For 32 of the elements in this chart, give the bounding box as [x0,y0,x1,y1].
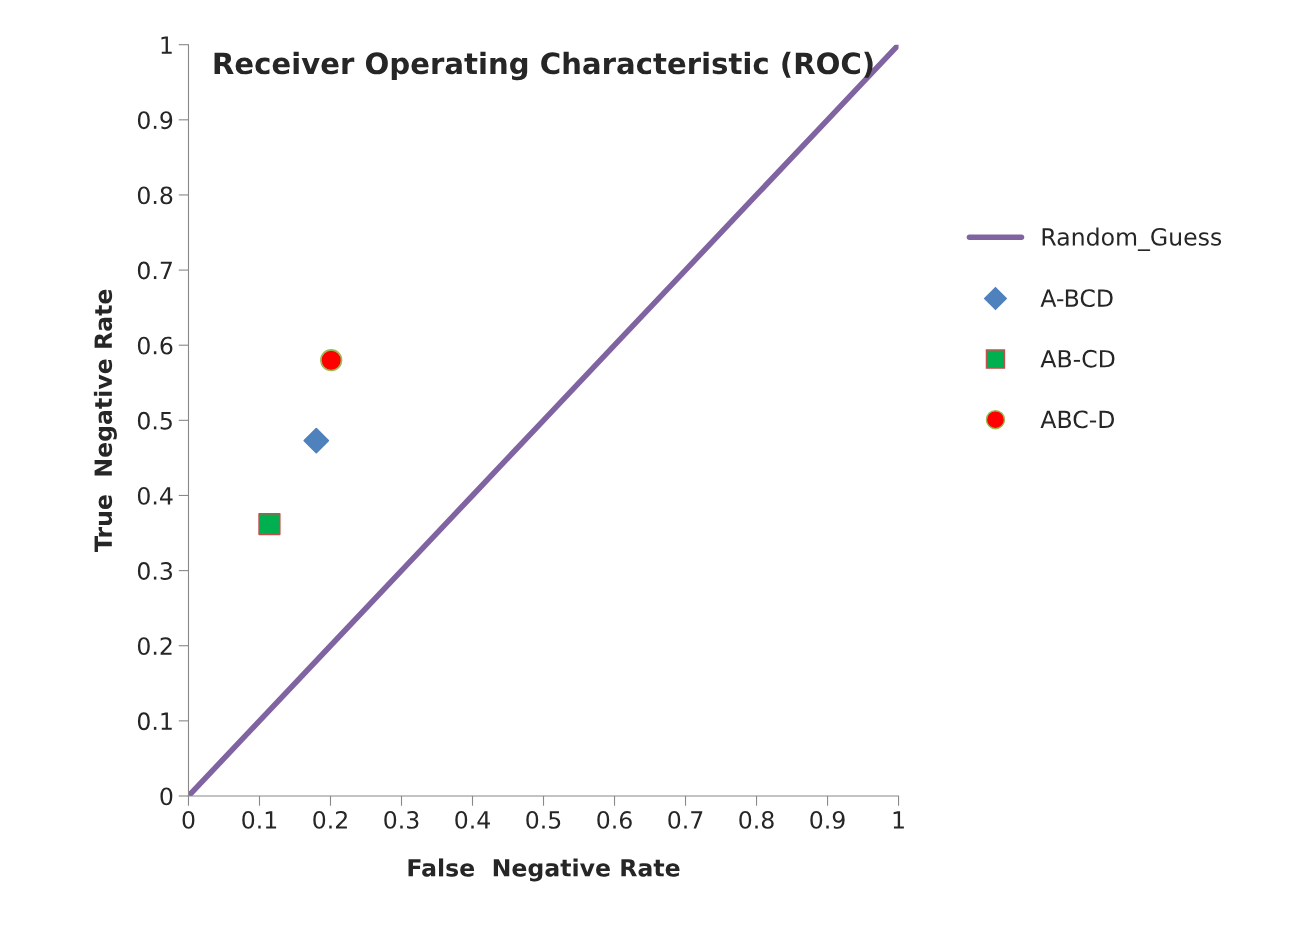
y-tick-label: 0.4 [137,486,173,505]
y-tick-label: 0.8 [137,186,173,205]
chart-title: Receiver Operating Characteristic (ROC) [214,51,873,81]
legend-label: Random_Guess [1042,227,1222,251]
point [258,512,281,536]
x-tick-label: 0.6 [597,810,632,829]
x-tick-label: 0.8 [739,810,774,829]
point [303,427,330,454]
x-tick-label: 0.2 [313,810,347,829]
y-axis-title: True Negative Rate [93,289,117,552]
y-tick-label: 0.3 [137,562,173,580]
x-tick-label: 1 [893,811,904,829]
y-tick-label: 0.2 [137,637,172,656]
x-tick-label: 0.9 [810,810,845,829]
legend-label: A-BCD [1040,289,1113,308]
y-tick-label: 1 [161,36,172,54]
y-tick-label: 0.9 [137,111,173,130]
y-tick-label: 0.5 [137,411,172,430]
legend-label: ABC-D [1040,410,1115,429]
x-tick-label: 0 [182,810,195,829]
x-tick-label: 0.5 [526,810,561,829]
x-axis-title: False Negative Rate [408,858,680,882]
x-tick-label: 0.3 [384,810,419,829]
x-tick-label: 0.4 [455,810,490,829]
y-tick-label: 0.7 [137,261,172,280]
y-tick-label: 0 [160,787,173,806]
y-tick-label: 0.6 [137,336,173,355]
y-tick-label: 0.1 [137,712,172,731]
x-tick-label: 0.1 [242,810,277,829]
x-tick-label: 0.7 [668,810,703,829]
legend-label: AB-CD [1040,349,1115,368]
point [320,349,343,372]
